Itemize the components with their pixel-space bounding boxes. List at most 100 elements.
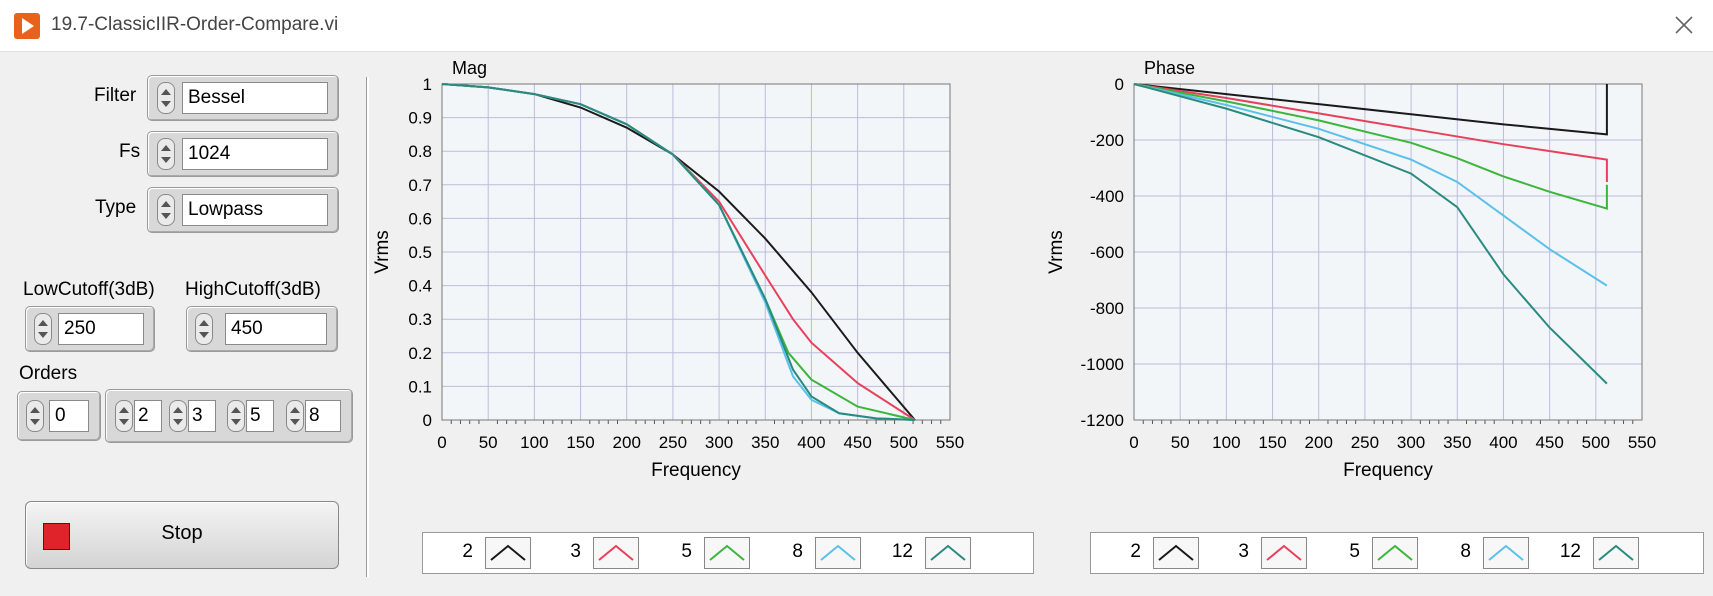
phase-y-tick-label: 0	[1115, 75, 1124, 94]
phase-x-tick-label: 200	[1305, 433, 1333, 452]
front-panel: Filter Bessel Fs 1024 Type Lowpass LowCu…	[0, 52, 1713, 596]
phase-plot-border	[1133, 83, 1643, 421]
mag-legend-label: 8	[792, 541, 803, 562]
orders-element-spinner[interactable]	[169, 400, 187, 432]
phase-legend-label: 3	[1238, 541, 1249, 562]
phase-y-tick-label: -1200	[1081, 411, 1124, 430]
phase-graph-title: Phase	[1144, 58, 1195, 78]
orders-element[interactable]: 2	[134, 400, 162, 432]
phase-x-tick-label: 100	[1212, 433, 1240, 452]
fs-value[interactable]: 1024	[182, 138, 328, 170]
mag-x-tick-label: 100	[520, 433, 548, 452]
high-cutoff-spinner[interactable]	[195, 313, 213, 345]
filter-value[interactable]: Bessel	[182, 82, 328, 114]
mag-x-tick-label: 500	[890, 433, 918, 452]
phase-y-tick-label: -200	[1090, 131, 1124, 150]
phase-x-tick-label: 150	[1258, 433, 1286, 452]
mag-legend-swatch	[704, 537, 750, 569]
mag-x-tick-label: 400	[797, 433, 825, 452]
mag-y-tick-label: 1	[423, 75, 432, 94]
fs-numeric: 1024	[147, 131, 339, 177]
mag-y-tick-label: 0.2	[408, 344, 432, 363]
low-cutoff-spinner[interactable]	[34, 313, 52, 345]
phase-y-tick-label: -600	[1090, 243, 1124, 262]
mag-x-tick-label: 250	[659, 433, 687, 452]
orders-label: Orders	[19, 363, 78, 384]
mag-x-tick-label: 550	[936, 433, 964, 452]
stop-button-label: Stop	[161, 522, 203, 544]
mag-y-tick-label: 0.3	[408, 310, 432, 329]
mag-y-tick-label: 0.8	[408, 142, 432, 161]
mag-y-tick-label: 0	[423, 411, 432, 430]
filter-label: Filter	[94, 85, 137, 106]
orders-element-spinner[interactable]	[286, 400, 304, 432]
phase-series-5	[1133, 83, 1608, 210]
mag-y-tick-label: 0.1	[408, 377, 432, 396]
orders-element[interactable]: 8	[305, 400, 341, 432]
phase-x-tick-label: 550	[1628, 433, 1656, 452]
title-bar: 19.7-ClassicIIR-Order-Compare.vi	[0, 0, 1713, 52]
phase-legend-swatch	[1153, 537, 1199, 569]
phase-x-tick-label: 350	[1443, 433, 1471, 452]
orders-element[interactable]: 3	[188, 400, 216, 432]
mag-plot-border	[441, 83, 951, 421]
mag-x-tick-label: 350	[751, 433, 779, 452]
panel-divider	[366, 77, 369, 577]
mag-y-tick-label: 0.4	[408, 277, 432, 296]
orders-array: 2 3 5 8	[105, 389, 353, 443]
mag-x-axis-label: Frequency	[651, 460, 741, 481]
phase-x-tick-label: 0	[1129, 433, 1138, 452]
orders-index-spinner[interactable]	[26, 400, 44, 432]
stop-button[interactable]: Stop	[25, 501, 339, 569]
mag-y-tick-label: 0.6	[408, 209, 432, 228]
mag-legend-label: 2	[462, 541, 473, 562]
mag-x-tick-label: 150	[566, 433, 594, 452]
orders-index-value[interactable]: 0	[49, 400, 89, 432]
mag-legend-label: 12	[891, 541, 913, 562]
mag-y-axis-label: Vrms	[372, 230, 393, 274]
type-spinner[interactable]	[157, 194, 175, 226]
type-value[interactable]: Lowpass	[182, 194, 328, 226]
phase-y-tick-label: -400	[1090, 187, 1124, 206]
phase-y-tick-label: -800	[1090, 299, 1124, 318]
phase-x-axis-label: Frequency	[1343, 460, 1433, 481]
high-cutoff-value[interactable]: 450	[225, 313, 327, 345]
mag-legend-swatch	[925, 537, 971, 569]
phase-x-tick-label: 450	[1535, 433, 1563, 452]
orders-element[interactable]: 5	[246, 400, 274, 432]
phase-graph: 0 50 100 150 200 250 300 350 400 450 500 550 0 -200 -4…	[1046, 58, 1656, 481]
mag-x-tick-label: 0	[437, 433, 446, 452]
mag-legend-swatch	[815, 537, 861, 569]
phase-legend-label: 2	[1130, 541, 1141, 562]
type-label: Type	[95, 197, 137, 218]
filter-spinner[interactable]	[157, 82, 175, 114]
fs-spinner[interactable]	[157, 138, 175, 170]
high-cutoff-numeric: 450	[186, 306, 338, 352]
mag-legend-label: 3	[570, 541, 581, 562]
low-cutoff-value[interactable]: 250	[58, 313, 144, 345]
phase-x-tick-label: 250	[1351, 433, 1379, 452]
phase-legend-swatch	[1593, 537, 1639, 569]
low-cutoff-label: LowCutoff(3dB)	[23, 279, 155, 300]
mag-legend-swatch	[485, 537, 531, 569]
mag-y-tick-label: 0.9	[408, 109, 432, 128]
phase-legend-label: 12	[1559, 541, 1581, 562]
fs-label: Fs	[119, 141, 141, 162]
phase-x-tick-label: 500	[1582, 433, 1610, 452]
phase-x-tick-label: 50	[1171, 433, 1190, 452]
orders-element-spinner[interactable]	[227, 400, 245, 432]
phase-series-3	[1133, 83, 1608, 182]
phase-series-2	[1133, 83, 1608, 136]
mag-y-tick-label: 0.5	[408, 243, 432, 262]
phase-y-tick-label: -1000	[1081, 355, 1124, 374]
orders-element-spinner[interactable]	[115, 400, 133, 432]
phase-legend-swatch	[1261, 537, 1307, 569]
phase-series-12	[1133, 83, 1608, 385]
phase-legend-label: 5	[1349, 541, 1360, 562]
close-icon[interactable]	[1667, 8, 1701, 42]
phase-legend-swatch	[1372, 537, 1418, 569]
phase-legend-swatch	[1483, 537, 1529, 569]
labview-vi-icon	[14, 13, 40, 39]
mag-y-tick-label: 0.7	[408, 176, 432, 195]
phase-y-axis-label: Vrms	[1046, 230, 1067, 274]
